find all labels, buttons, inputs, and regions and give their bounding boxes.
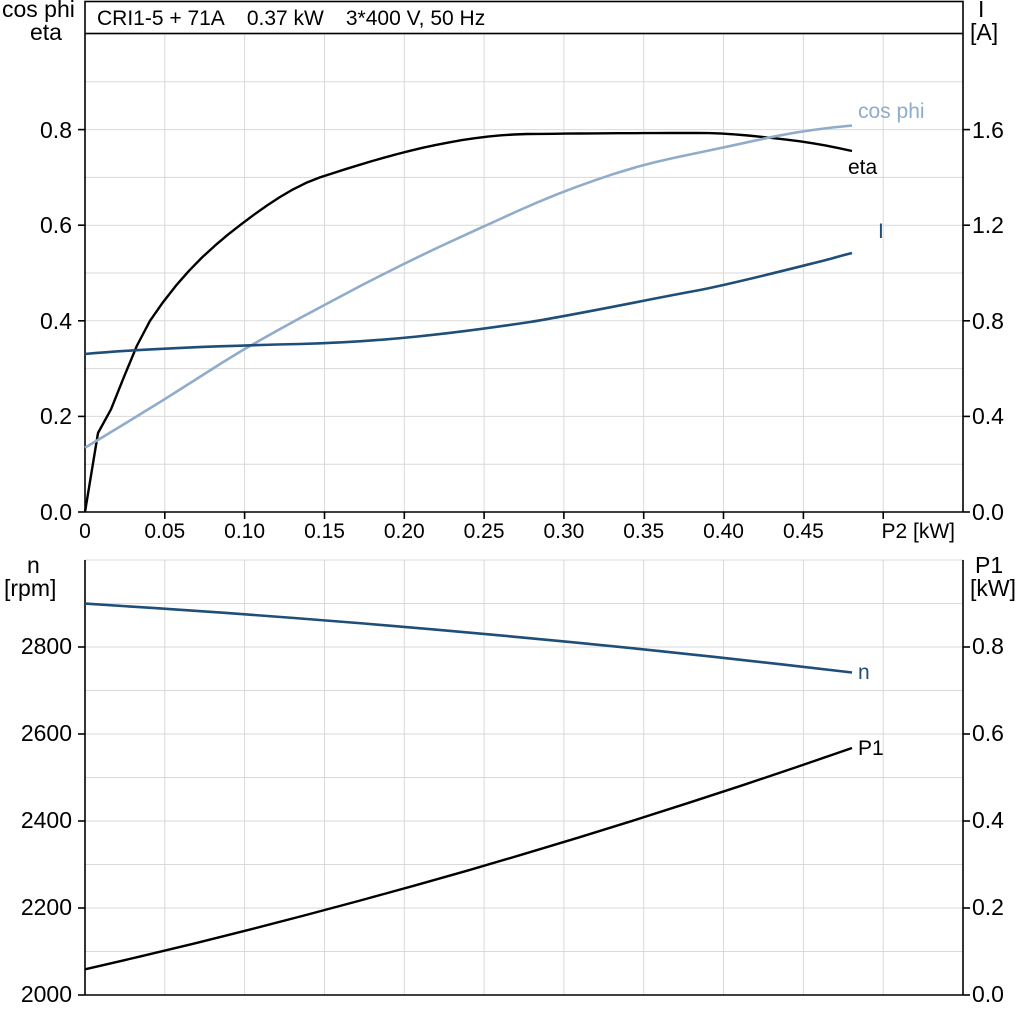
svg-text:0.0: 0.0 [972,981,1004,1007]
svg-text:0.40: 0.40 [703,520,744,543]
svg-text:0.8: 0.8 [972,308,1004,334]
svg-text:0.0: 0.0 [40,499,72,525]
svg-text:0.8: 0.8 [40,117,72,143]
svg-text:0.10: 0.10 [224,520,265,543]
svg-text:2200: 2200 [21,894,72,920]
svg-text:0.20: 0.20 [384,520,425,543]
svg-text:1.2: 1.2 [972,212,1004,238]
svg-text:0: 0 [79,520,91,543]
svg-text:cos phi: cos phi [858,100,925,123]
svg-text:0.2: 0.2 [972,894,1004,920]
svg-text:2600: 2600 [21,720,72,746]
svg-text:P2 [kW]: P2 [kW] [881,520,955,543]
svg-text:0.6: 0.6 [40,212,72,238]
svg-text:[rpm]: [rpm] [4,575,56,601]
svg-text:0.45: 0.45 [783,520,824,543]
svg-text:0.0: 0.0 [972,499,1004,525]
svg-text:0.25: 0.25 [464,520,505,543]
svg-text:0.4: 0.4 [972,807,1004,833]
svg-text:2400: 2400 [21,807,72,833]
svg-text:2800: 2800 [21,633,72,659]
svg-text:P1: P1 [858,737,884,760]
svg-text:n: n [858,661,870,684]
svg-text:0.15: 0.15 [304,520,345,543]
svg-text:2000: 2000 [21,981,72,1007]
svg-text:0.30: 0.30 [543,520,584,543]
svg-text:0.8: 0.8 [972,633,1004,659]
svg-text:0.4: 0.4 [972,403,1004,429]
svg-text:0.4: 0.4 [40,308,72,334]
svg-text:eta: eta [848,156,878,179]
svg-text:0.2: 0.2 [40,403,72,429]
svg-text:1.6: 1.6 [972,117,1004,143]
svg-text:[A]: [A] [970,19,998,45]
svg-text:I: I [878,220,884,243]
svg-text:0.35: 0.35 [623,520,664,543]
svg-text:0.05: 0.05 [144,520,185,543]
svg-text:[kW]: [kW] [970,575,1016,601]
svg-text:0.6: 0.6 [972,720,1004,746]
svg-text:eta: eta [30,19,62,45]
